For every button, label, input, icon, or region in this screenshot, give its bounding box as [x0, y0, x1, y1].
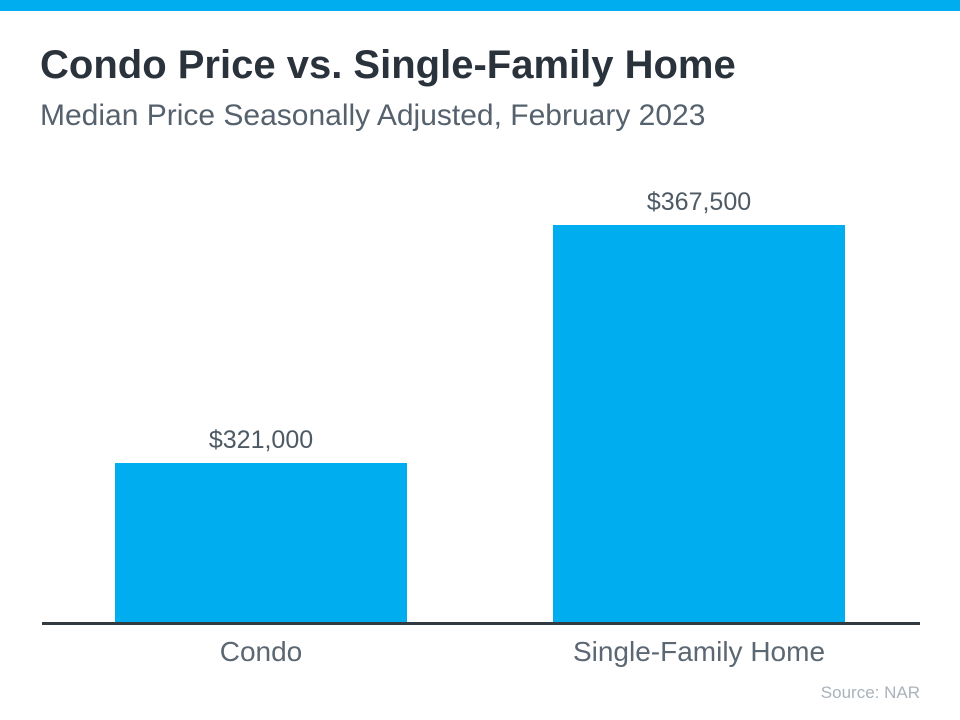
chart-subtitle: Median Price Seasonally Adjusted, Februa… [40, 99, 706, 132]
category-label-single-family: Single-Family Home [572, 636, 826, 667]
value-label-single-family: $367,500 [646, 188, 752, 216]
accent-stripe [0, 0, 960, 11]
bar-single-family [553, 225, 845, 622]
bar-group-single-family: $367,500 [553, 188, 845, 622]
source-note: Source: NAR [820, 683, 920, 702]
page-title: Condo Price vs. Single-Family Home [40, 43, 736, 87]
category-label-condo: Condo [219, 636, 303, 667]
bar-group-condo: $321,000 [115, 426, 407, 622]
category-axis-labels: Condo Single-Family Home [42, 636, 920, 672]
bar-condo [115, 463, 407, 622]
value-label-condo: $321,000 [208, 426, 314, 454]
plot-area: $321,000 $367,500 [42, 160, 920, 625]
